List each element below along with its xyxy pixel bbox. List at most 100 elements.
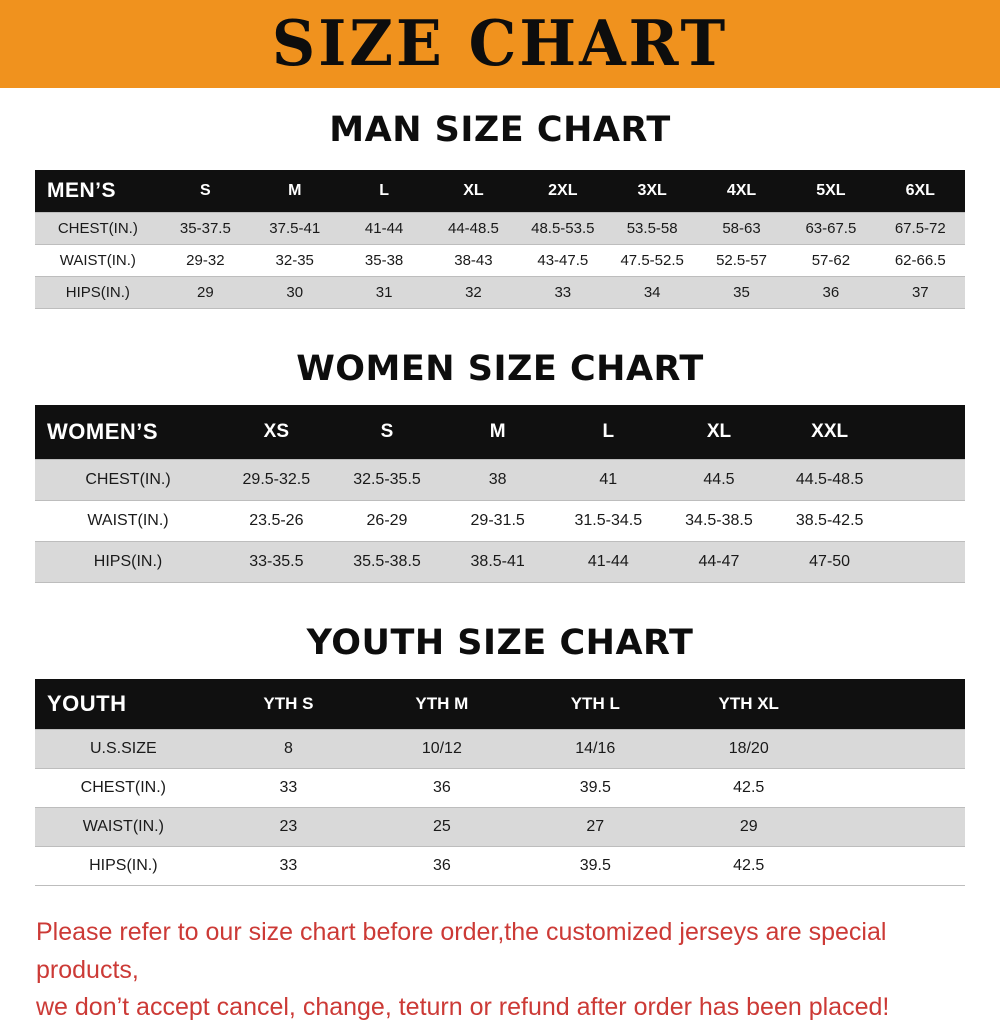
spacer-cell [825, 729, 965, 769]
column-header: XS [221, 405, 332, 460]
spacer-cell [825, 768, 965, 808]
table-row: WAIST(IN.) 29-32 32-35 35-38 38-43 43-47.5 47.… [35, 244, 965, 277]
cell: 35-38 [339, 244, 429, 277]
cell: 44.5-48.5 [774, 459, 885, 501]
cell: 27 [518, 807, 672, 847]
section-women: WOMEN SIZE CHART WOMEN’S XS S M L XL XXL CHEST(I… [0, 349, 1000, 583]
column-header: XXL [774, 405, 885, 460]
youth-header-row: YOUTH YTH S YTH M YTH L YTH XL [35, 679, 965, 730]
row-label: HIPS(IN.) [35, 276, 161, 309]
men-section-title: MAN SIZE CHART [329, 110, 671, 150]
cell: 10/12 [365, 729, 519, 769]
cell: 39.5 [518, 846, 672, 886]
table-row: HIPS(IN.) 29 30 31 32 33 34 35 36 37 [35, 276, 965, 309]
women-section-title: WOMEN SIZE CHART [296, 349, 704, 389]
cell: 52.5-57 [696, 244, 787, 277]
section-youth: YOUTH SIZE CHART YOUTH YTH S YTH M YTH L YTH … [0, 623, 1000, 886]
cell: 36 [365, 846, 519, 886]
men-header-label: MEN’S [35, 170, 161, 213]
table-row: U.S.SIZE 8 10/12 14/16 18/20 [35, 729, 965, 769]
table-row: HIPS(IN.) 33 36 39.5 42.5 [35, 846, 965, 886]
column-header: 4XL [696, 170, 787, 213]
table-row: HIPS(IN.) 33-35.5 35.5-38.5 38.5-41 41-44 44-… [35, 541, 965, 583]
cell: 42.5 [672, 768, 826, 808]
spacer-cell [825, 807, 965, 847]
cell: 35 [696, 276, 787, 309]
cell: 37 [875, 276, 965, 309]
footer-notice: Please refer to our size chart before or… [36, 914, 964, 1027]
cell: 41 [552, 459, 664, 501]
cell: 29-31.5 [442, 500, 553, 542]
spacer-cell [825, 679, 965, 730]
cell: 58-63 [696, 212, 787, 245]
column-header: L [339, 170, 429, 213]
row-label: HIPS(IN.) [35, 846, 212, 886]
women-header-label: WOMEN’S [35, 405, 222, 460]
cell: 41-44 [339, 212, 429, 245]
cell: 38.5-42.5 [774, 500, 885, 542]
notice-line-1: Please refer to our size chart before or… [36, 918, 887, 984]
spacer-cell [884, 500, 965, 542]
column-header: 5XL [786, 170, 876, 213]
cell: 53.5-58 [607, 212, 697, 245]
cell: 67.5-72 [875, 212, 965, 245]
cell: 33 [518, 276, 608, 309]
cell: 43-47.5 [518, 244, 608, 277]
cell: 39.5 [518, 768, 672, 808]
column-header: L [552, 405, 664, 460]
cell: 33 [211, 846, 366, 886]
column-header: 3XL [607, 170, 697, 213]
cell: 23.5-26 [221, 500, 332, 542]
banner: SIZE CHART [0, 0, 1000, 88]
cell: 35-37.5 [160, 212, 251, 245]
row-label: CHEST(IN.) [35, 459, 222, 501]
row-label: CHEST(IN.) [35, 768, 212, 808]
spacer-cell [884, 459, 965, 501]
cell: 41-44 [552, 541, 664, 583]
cell: 38 [442, 459, 553, 501]
cell: 25 [365, 807, 519, 847]
section-men: MAN SIZE CHART MEN’S S M L XL 2XL 3XL 4XL 5XL 6XL C… [0, 110, 1000, 309]
cell: 14/16 [518, 729, 672, 769]
cell: 36 [365, 768, 519, 808]
column-header: YTH XL [672, 679, 826, 730]
youth-size-table: YOUTH YTH S YTH M YTH L YTH XL U.S.SIZE 8 10/12… [35, 679, 965, 886]
cell: 32-35 [250, 244, 340, 277]
column-header: YTH S [211, 679, 366, 730]
column-header: YTH M [365, 679, 519, 730]
cell: 34.5-38.5 [663, 500, 775, 542]
banner-title: SIZE CHART [271, 7, 729, 81]
cell: 33-35.5 [221, 541, 332, 583]
cell: 23 [211, 807, 366, 847]
row-label: WAIST(IN.) [35, 244, 161, 277]
row-label: WAIST(IN.) [35, 500, 222, 542]
cell: 44.5 [663, 459, 775, 501]
cell: 57-62 [786, 244, 876, 277]
cell: 63-67.5 [786, 212, 876, 245]
cell: 31 [339, 276, 429, 309]
table-row: WAIST(IN.) 23 25 27 29 [35, 807, 965, 847]
cell: 44-47 [663, 541, 775, 583]
cell: 32 [428, 276, 519, 309]
column-header: 2XL [518, 170, 608, 213]
cell: 29-32 [160, 244, 251, 277]
cell: 44-48.5 [428, 212, 519, 245]
cell: 26-29 [331, 500, 443, 542]
cell: 38.5-41 [442, 541, 553, 583]
column-header: M [250, 170, 340, 213]
youth-section-title: YOUTH SIZE CHART [306, 623, 694, 663]
youth-header-label: YOUTH [35, 679, 212, 730]
column-header: 6XL [875, 170, 965, 213]
row-label: WAIST(IN.) [35, 807, 212, 847]
row-label: CHEST(IN.) [35, 212, 161, 245]
cell: 30 [250, 276, 340, 309]
cell: 47.5-52.5 [607, 244, 697, 277]
cell: 8 [211, 729, 366, 769]
table-row: CHEST(IN.) 29.5-32.5 32.5-35.5 38 41 44.5 44.5… [35, 459, 965, 501]
column-header: M [442, 405, 553, 460]
column-header: YTH L [518, 679, 672, 730]
cell: 62-66.5 [875, 244, 965, 277]
cell: 47-50 [774, 541, 885, 583]
cell: 18/20 [672, 729, 826, 769]
cell: 42.5 [672, 846, 826, 886]
